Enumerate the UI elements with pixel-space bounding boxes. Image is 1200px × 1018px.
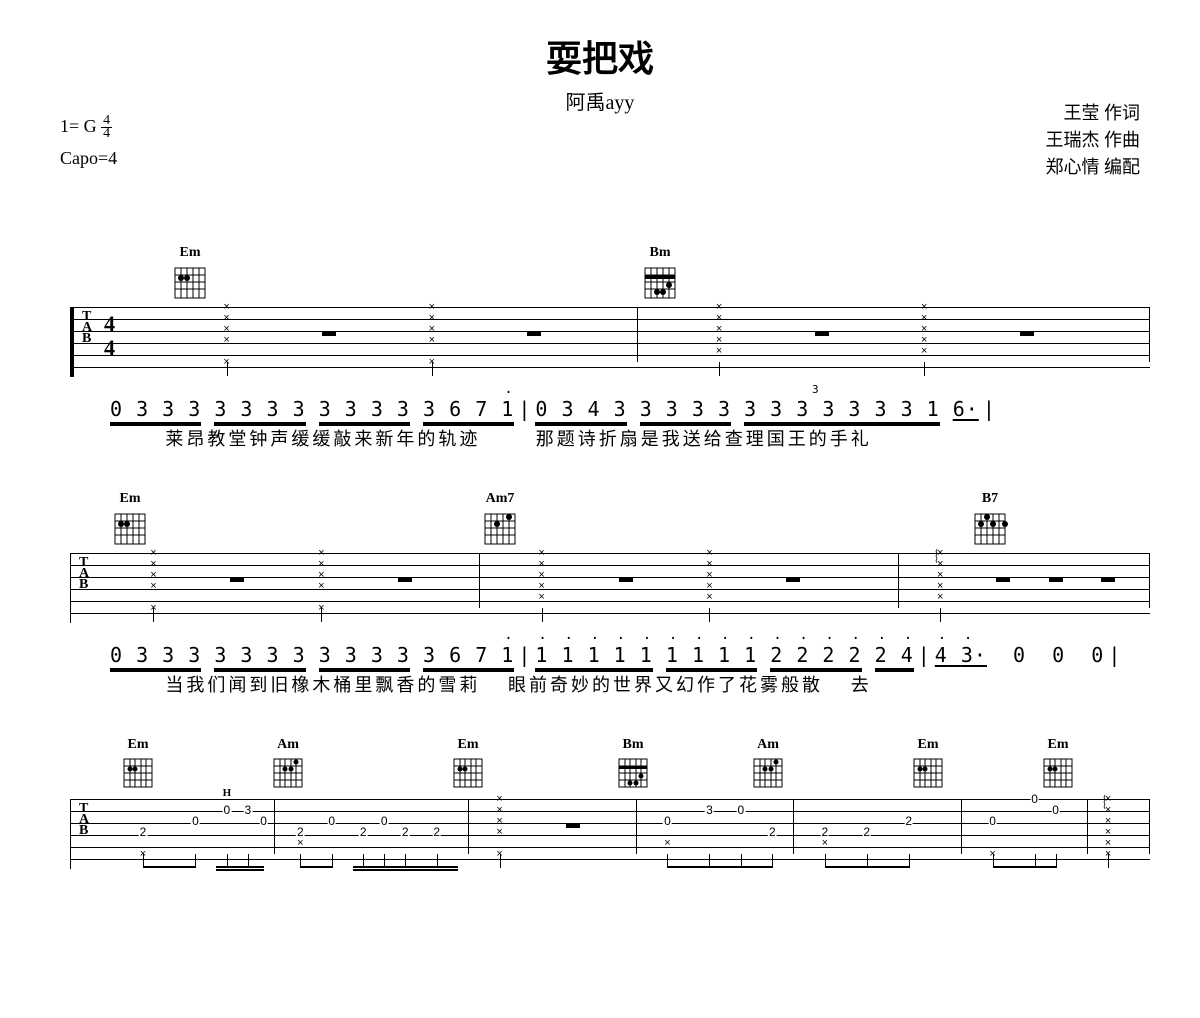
tab-clef: TAB <box>79 803 89 836</box>
tab-staff: TAB 2 × 0 H 0 3 0 <box>70 799 1150 869</box>
chord-grid-icon <box>110 509 150 549</box>
chord-em: Em <box>910 737 946 791</box>
score-area: Em Bm <box>50 245 1150 869</box>
chord-am: Am <box>750 737 786 791</box>
numbered-notes: 0 3 3 3 3 3 3 3 3 3 3 3 3 6 7 1|1 1 1 1 … <box>110 643 1150 667</box>
tab-clef: TAB <box>79 557 89 590</box>
song-title: 耍把戏 <box>50 30 1150 82</box>
credit-line: 王莹 作词 <box>1046 100 1141 127</box>
capo-label: Capo=4 <box>60 142 117 174</box>
numbered-notes: 0 3 3 3 3 3 3 3 3 3 3 3 3 6 7 1|0 3 4 3 … <box>110 397 1150 421</box>
numbered-notation-row: 0 3 3 3 3 3 3 3 3 3 3 3 3 6 7 1|1 1 1 1 … <box>110 643 1150 697</box>
tab-clef: TAB <box>82 311 92 344</box>
chord-bm: Bm <box>615 737 651 791</box>
timesig-bot: 4 <box>101 128 112 141</box>
chord-em: Em <box>120 737 156 791</box>
tab-timesig-bot: 4 <box>104 337 115 359</box>
system-1: Em Bm <box>50 245 1150 451</box>
key-label: 1= G <box>60 116 97 136</box>
tab-staff: TAB ×× ×× × ×× ×× × ×× ×× × <box>70 553 1150 623</box>
song-subtitle: 阿禹ayy <box>50 86 1150 115</box>
lyrics-line: 当我们闻到旧橡木桶里飘香的雪莉 眼前奇妙的世界又幻作了花雾般散 去 <box>110 671 1150 697</box>
credit-line: 王瑞杰 作曲 <box>1046 127 1141 154</box>
chord-em: Em <box>450 737 486 791</box>
hammer-on-marker: H <box>223 787 232 799</box>
credit-line: 郑心情 编配 <box>1046 154 1141 181</box>
chord-em: Em <box>110 491 150 549</box>
chord-am: Am <box>270 737 306 791</box>
chord-grid-icon <box>480 509 520 549</box>
chord-am7: Am7 <box>480 491 520 549</box>
tab-staff: TAB 4 4 ×× ×× × ×× ×× × ×× ×× <box>70 307 1150 377</box>
chord-grid-icon <box>170 263 210 303</box>
credits: 王莹 作词 王瑞杰 作曲 郑心情 编配 <box>1046 100 1141 181</box>
chord-b7: B7 <box>970 491 1010 549</box>
numbered-notation-row: 0 3 3 3 3 3 3 3 3 3 3 3 3 6 7 1|0 3 4 3 … <box>110 397 1150 451</box>
chord-em: Em <box>170 245 210 303</box>
arpeggio-icon: ﹏ <box>930 549 950 563</box>
chord-bm: Bm <box>640 245 680 303</box>
system-2: Em Am7 <box>50 491 1150 697</box>
system-3: Em Am Em Bm Am <box>50 737 1150 869</box>
chord-em: Em <box>1040 737 1076 791</box>
key-info: 1= G 4 4 Capo=4 <box>60 110 117 175</box>
chord-grid-icon <box>640 263 680 303</box>
lyrics-line: 莱昂教堂钟声缓缓敲来新年的轨迹 那题诗折扇是我送给查理国王的手礼 <box>110 425 1150 451</box>
tab-timesig-top: 4 <box>104 313 115 335</box>
arpeggio-icon: ﹏ <box>1098 795 1118 809</box>
chord-grid-icon <box>970 509 1010 549</box>
